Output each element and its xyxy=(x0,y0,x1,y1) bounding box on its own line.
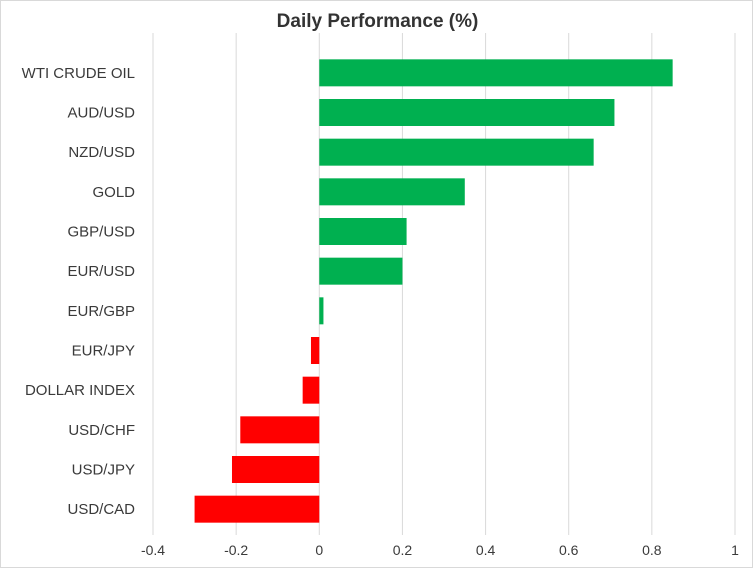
x-axis-tick-labels: -0.4 -0.2 0 0.2 0.4 0.6 0.8 1 xyxy=(141,542,739,558)
category-label: EUR/USD xyxy=(67,263,135,280)
bar-eur-gbp xyxy=(319,297,324,325)
bar-nzd-usd xyxy=(319,138,594,166)
bar-eur-usd xyxy=(319,257,403,285)
category-label: USD/JPY xyxy=(72,462,135,479)
category-label: DOLLAR INDEX xyxy=(25,382,135,399)
category-label: EUR/GBP xyxy=(67,303,135,320)
bars xyxy=(194,59,673,523)
x-tick-label: 0.6 xyxy=(559,542,579,558)
category-label: NZD/USD xyxy=(68,144,135,161)
bar-aud-usd xyxy=(319,99,615,126)
x-tick-label: -0.4 xyxy=(141,542,165,558)
bar-usd-chf xyxy=(240,416,320,444)
bar-wti-crude-oil xyxy=(319,59,673,87)
bar-gold xyxy=(319,178,465,206)
category-label: AUD/USD xyxy=(67,105,135,122)
category-label: GBP/USD xyxy=(67,224,135,241)
x-tick-label: 0.2 xyxy=(393,542,413,558)
bar-usd-cad xyxy=(194,495,320,523)
bar-eur-jpy xyxy=(310,337,320,364)
x-tick-label: 1 xyxy=(731,542,739,558)
x-tick-label: 0.4 xyxy=(476,542,496,558)
x-tick-label: -0.2 xyxy=(224,542,248,558)
category-labels: WTI CRUDE OIL AUD/USD NZD/USD GOLD GBP/USD EU… xyxy=(22,65,136,518)
category-label: EUR/JPY xyxy=(72,343,135,360)
bar-gbp-usd xyxy=(319,218,407,245)
category-label: USD/CAD xyxy=(67,501,135,518)
bar-usd-jpy xyxy=(231,456,320,483)
category-label: GOLD xyxy=(92,184,135,201)
x-tick-label: 0.8 xyxy=(642,542,662,558)
x-tick-label: 0 xyxy=(315,542,323,558)
bar-dollar-index xyxy=(302,376,320,404)
chart-title: Daily Performance (%) xyxy=(276,11,479,32)
category-label: WTI CRUDE OIL xyxy=(22,65,135,82)
category-label: USD/CHF xyxy=(68,422,135,439)
